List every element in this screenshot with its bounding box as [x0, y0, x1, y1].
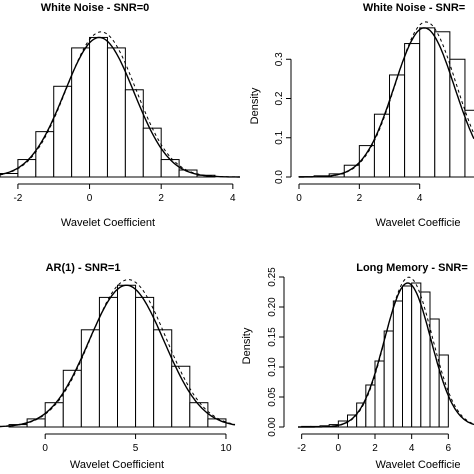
panel-title: AR(1) - SNR=1	[46, 262, 121, 274]
x-tick-label: 2	[158, 193, 164, 204]
x-tick-label: 4	[409, 443, 415, 454]
histogram-bar	[402, 285, 413, 428]
x-axis-label: Wavelet Coefficie	[376, 217, 461, 229]
x-axis-label: Wavelet Coefficie	[376, 459, 461, 471]
y-tick-label: 0.1	[274, 130, 285, 144]
panel-title: White Noise - SNR=0	[41, 2, 150, 14]
x-tick-label: 2	[357, 193, 363, 204]
x-tick-label: 6	[446, 443, 452, 454]
density-curve-solid	[0, 284, 236, 428]
histogram-bar	[117, 284, 137, 428]
histogram-bar	[392, 300, 404, 428]
histogram-bar	[44, 402, 64, 428]
x-tick-label: 2	[372, 443, 378, 454]
histogram-bar	[389, 74, 406, 178]
x-tick-label: 4	[417, 193, 423, 204]
histogram-bar	[429, 318, 440, 428]
histogram-bar	[189, 402, 209, 428]
plot-area: 0 2 4 0.0 0.1 0.2 0.3	[274, 21, 474, 204]
x-tick-label: 0	[42, 443, 48, 454]
histogram-bar	[89, 36, 108, 178]
histogram-bar	[124, 89, 144, 178]
histogram-bar	[135, 296, 155, 428]
histogram-bar	[365, 384, 376, 428]
density-curve-dashed	[0, 31, 241, 178]
histogram-bar	[142, 127, 162, 178]
histogram-bar	[35, 131, 55, 178]
plot-content	[0, 31, 241, 178]
x-tick-label: -2	[13, 193, 22, 204]
x-tick-label: 5	[133, 443, 139, 454]
y-axis-label: Density	[241, 327, 253, 364]
histogram-bar	[411, 282, 422, 428]
panel-title: White Noise - SNR=	[363, 2, 465, 14]
histogram-bar	[80, 329, 100, 428]
histogram-bar	[449, 58, 466, 178]
histogram-bar	[438, 354, 449, 428]
panel-title: Long Memory - SNR=	[356, 262, 468, 274]
x-tick-label: -2	[297, 443, 306, 454]
y-tick-label: 0.2	[274, 91, 285, 105]
histogram-bar	[419, 27, 436, 178]
histogram-bar	[98, 296, 119, 428]
density-curve-dashed	[299, 21, 474, 178]
y-tick-label: 0.00	[267, 417, 278, 437]
plot-content	[0, 279, 236, 428]
histogram-bar	[404, 43, 421, 178]
y-tick-label: 0.0	[274, 170, 285, 184]
histogram-bar	[71, 47, 91, 178]
x-tick-label: 0	[336, 443, 342, 454]
histogram-bar	[464, 109, 474, 178]
density-curve-solid	[0, 36, 240, 178]
panel-white-noise-snr: White Noise - SNR= 0 2 4 0.0 0.1 0.2 0.3 Wavel…	[249, 2, 474, 229]
panel-white-noise-snr0: White Noise - SNR=0 -2 0 2 4 Wavelet Coeffi…	[0, 2, 241, 229]
histogram-bar	[53, 85, 73, 178]
panel-long-memory-snr: Long Memory - SNR= -2 0 2 4 6 0.00 0.05 0.10 0.1…	[241, 262, 474, 471]
plot-content	[298, 276, 474, 428]
density-curve-solid	[298, 282, 474, 428]
x-tick-label: 4	[230, 193, 236, 204]
plot-area: -2 0 2 4	[0, 31, 241, 204]
x-tick-label: 0	[87, 193, 93, 204]
y-tick-label: 0.15	[267, 327, 278, 347]
histogram-bar	[160, 159, 180, 178]
y-tick-label: 0.3	[274, 52, 285, 66]
histogram-bar	[383, 330, 394, 428]
panel-ar1-snr1: AR(1) - SNR=1 0 5 10 Wavelet Coefficient	[0, 262, 236, 471]
x-tick-label: 0	[296, 193, 302, 204]
x-axis-label: Wavelet Coefficient	[61, 217, 155, 229]
y-tick-label: 0.25	[267, 267, 278, 287]
histogram-bar	[171, 365, 191, 428]
y-tick-label: 0.10	[267, 357, 278, 377]
density-curve-solid	[299, 27, 474, 178]
plot-area: 0 5 10	[0, 279, 236, 454]
histogram-bar	[207, 418, 227, 428]
x-tick-label: 10	[220, 443, 232, 454]
y-axis-label: Density	[249, 87, 261, 124]
y-tick-label: 0.20	[267, 297, 278, 317]
y-tick-label: 0.05	[267, 387, 278, 407]
x-axis-label: Wavelet Coefficient	[70, 459, 164, 471]
plot-content	[298, 21, 474, 178]
histogram-bar	[420, 291, 431, 428]
plot-area: -2 0 2 4 6 0.00 0.05 0.10 0.15 0.20 0.25	[267, 267, 474, 454]
